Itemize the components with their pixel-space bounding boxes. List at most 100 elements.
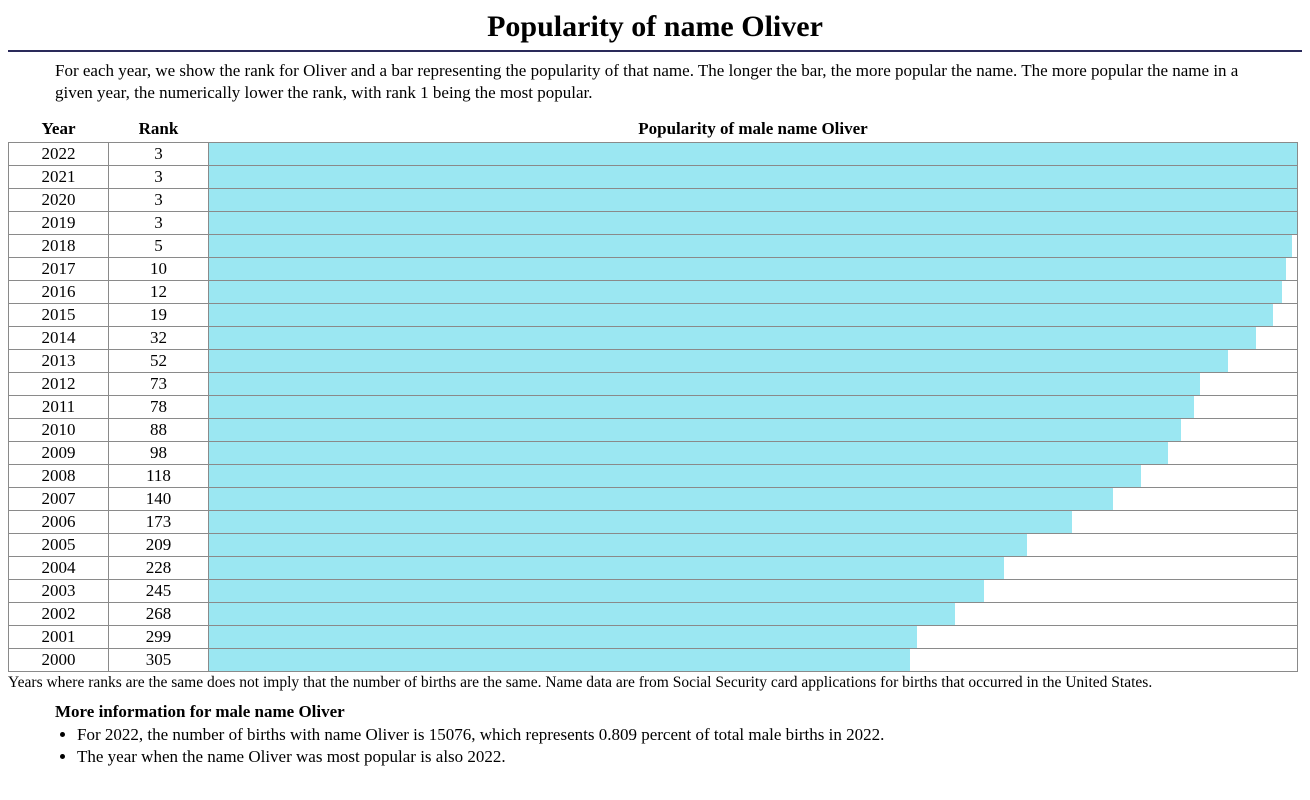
bar-cell <box>209 258 1298 281</box>
year-cell: 2011 <box>9 396 109 419</box>
rank-cell: 3 <box>109 166 209 189</box>
rank-cell: 3 <box>109 212 209 235</box>
table-row: 201432 <box>9 327 1298 350</box>
page-container: Popularity of name Oliver For each year,… <box>0 10 1310 768</box>
rank-cell: 73 <box>109 373 209 396</box>
year-cell: 2001 <box>9 626 109 649</box>
more-info-heading: More information for male name Oliver <box>55 702 1310 722</box>
table-row: 20213 <box>9 166 1298 189</box>
table-row: 2001299 <box>9 626 1298 649</box>
rank-cell: 98 <box>109 442 209 465</box>
popularity-bar <box>209 143 1297 165</box>
rank-cell: 19 <box>109 304 209 327</box>
rank-cell: 228 <box>109 557 209 580</box>
table-row: 2004228 <box>9 557 1298 580</box>
rank-cell: 268 <box>109 603 209 626</box>
col-header-rank: Rank <box>109 118 209 143</box>
more-info-list: For 2022, the number of births with name… <box>55 724 1255 768</box>
bar-cell <box>209 166 1298 189</box>
bar-cell <box>209 557 1298 580</box>
bar-cell <box>209 281 1298 304</box>
bar-cell <box>209 419 1298 442</box>
col-header-popularity: Popularity of male name Oliver <box>209 118 1298 143</box>
popularity-bar <box>209 396 1194 418</box>
table-row: 201178 <box>9 396 1298 419</box>
table-row: 20193 <box>9 212 1298 235</box>
more-info-item: The year when the name Oliver was most p… <box>77 746 1255 768</box>
bar-cell <box>209 189 1298 212</box>
popularity-table: Year Rank Popularity of male name Oliver… <box>8 118 1298 672</box>
table-row: 201612 <box>9 281 1298 304</box>
table-row: 20203 <box>9 189 1298 212</box>
bar-cell <box>209 511 1298 534</box>
table-row: 2008118 <box>9 465 1298 488</box>
rank-cell: 3 <box>109 143 209 166</box>
year-cell: 2004 <box>9 557 109 580</box>
rank-cell: 209 <box>109 534 209 557</box>
bar-cell <box>209 373 1298 396</box>
year-cell: 2019 <box>9 212 109 235</box>
rank-cell: 299 <box>109 626 209 649</box>
popularity-bar <box>209 166 1297 188</box>
title-rule <box>8 50 1302 52</box>
rank-cell: 88 <box>109 419 209 442</box>
popularity-bar <box>209 442 1168 464</box>
more-info-item: For 2022, the number of births with name… <box>77 724 1255 746</box>
popularity-bar <box>209 488 1113 510</box>
table-row: 201273 <box>9 373 1298 396</box>
year-cell: 2022 <box>9 143 109 166</box>
rank-cell: 3 <box>109 189 209 212</box>
popularity-bar <box>209 534 1027 556</box>
rank-cell: 305 <box>109 649 209 672</box>
page-title: Popularity of name Oliver <box>0 10 1310 44</box>
popularity-bar <box>209 258 1286 280</box>
popularity-bar <box>209 350 1228 372</box>
bar-cell <box>209 442 1298 465</box>
year-cell: 2016 <box>9 281 109 304</box>
year-cell: 2000 <box>9 649 109 672</box>
rank-cell: 52 <box>109 350 209 373</box>
popularity-bar <box>209 235 1292 257</box>
rank-cell: 78 <box>109 396 209 419</box>
bar-cell <box>209 626 1298 649</box>
intro-text: For each year, we show the rank for Oliv… <box>55 60 1255 104</box>
table-row: 200998 <box>9 442 1298 465</box>
bar-cell <box>209 143 1298 166</box>
bar-cell <box>209 304 1298 327</box>
rank-cell: 32 <box>109 327 209 350</box>
bar-cell <box>209 488 1298 511</box>
table-row: 201088 <box>9 419 1298 442</box>
year-cell: 2010 <box>9 419 109 442</box>
year-cell: 2021 <box>9 166 109 189</box>
popularity-bar <box>209 603 955 625</box>
bar-cell <box>209 649 1298 672</box>
rank-cell: 245 <box>109 580 209 603</box>
table-row: 201352 <box>9 350 1298 373</box>
year-cell: 2017 <box>9 258 109 281</box>
year-cell: 2015 <box>9 304 109 327</box>
year-cell: 2014 <box>9 327 109 350</box>
year-cell: 2012 <box>9 373 109 396</box>
table-row: 201519 <box>9 304 1298 327</box>
year-cell: 2008 <box>9 465 109 488</box>
table-row: 2007140 <box>9 488 1298 511</box>
rank-cell: 5 <box>109 235 209 258</box>
bar-cell <box>209 396 1298 419</box>
table-row: 2003245 <box>9 580 1298 603</box>
popularity-bar <box>209 580 984 602</box>
rank-cell: 118 <box>109 465 209 488</box>
table-header-row: Year Rank Popularity of male name Oliver <box>9 118 1298 143</box>
bar-cell <box>209 534 1298 557</box>
year-cell: 2018 <box>9 235 109 258</box>
table-row: 2000305 <box>9 649 1298 672</box>
bar-cell <box>209 212 1298 235</box>
table-row: 20223 <box>9 143 1298 166</box>
rank-cell: 10 <box>109 258 209 281</box>
popularity-bar <box>209 281 1282 303</box>
popularity-bar <box>209 373 1200 395</box>
table-row: 20185 <box>9 235 1298 258</box>
year-cell: 2013 <box>9 350 109 373</box>
year-cell: 2002 <box>9 603 109 626</box>
popularity-bar <box>209 419 1181 441</box>
year-cell: 2020 <box>9 189 109 212</box>
